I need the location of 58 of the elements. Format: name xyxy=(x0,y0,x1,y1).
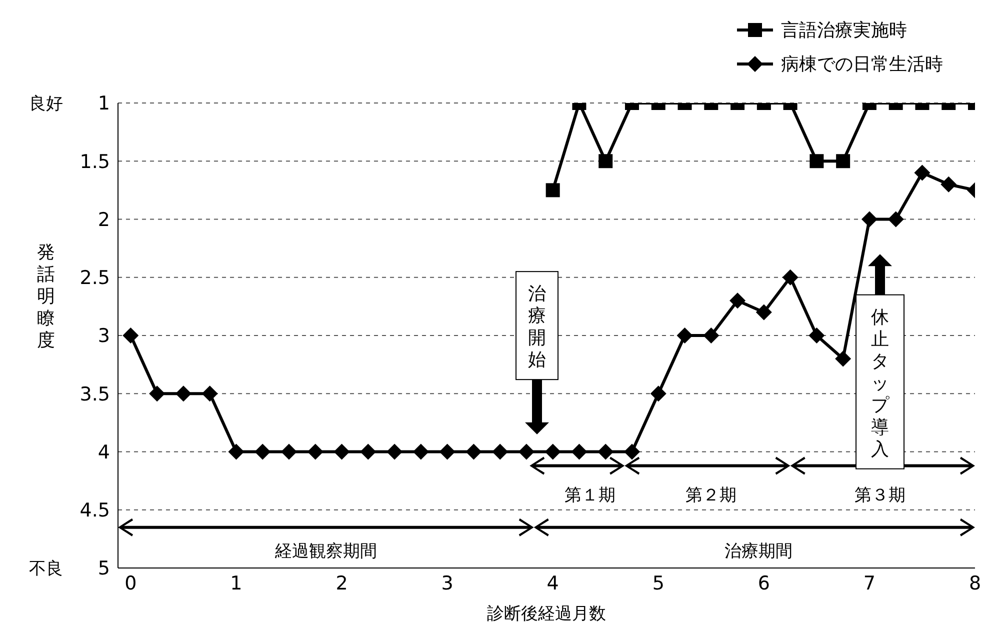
y-tick-label: 2 xyxy=(98,208,110,231)
point xyxy=(228,444,244,460)
x-tick-label: 3 xyxy=(441,572,454,594)
annotation: 第３期 xyxy=(854,486,906,506)
annotation: 第２期 xyxy=(686,486,737,506)
point xyxy=(386,444,403,460)
point xyxy=(307,444,324,460)
x-tick-label: 7 xyxy=(863,572,876,594)
annotation: 第１期 xyxy=(564,486,616,506)
point xyxy=(544,444,561,460)
point xyxy=(149,386,166,402)
text: 良好 xyxy=(29,94,63,114)
x-tick-label: 2 xyxy=(336,572,348,594)
annotation: 休止タップ導入 xyxy=(871,306,890,460)
point xyxy=(676,328,693,344)
x-tick-label: 8 xyxy=(968,572,982,594)
y-tick-label: 1.5 xyxy=(80,150,110,173)
x-axis-title: 診断後経過月数 xyxy=(487,604,606,624)
point xyxy=(280,444,297,460)
y-tick-label: 3.5 xyxy=(80,383,110,406)
y-tick-label: 5 xyxy=(98,558,110,580)
x-tick-label: 0 xyxy=(124,572,137,594)
legend-label: 病棟での日常生活時 xyxy=(781,53,943,76)
annotation: 治療期間 xyxy=(724,541,793,562)
y-tick-label: 4.5 xyxy=(80,500,110,522)
point xyxy=(624,444,640,460)
point xyxy=(598,444,614,460)
point xyxy=(571,444,588,460)
point xyxy=(202,386,218,402)
point xyxy=(835,350,852,367)
point xyxy=(808,328,825,344)
point xyxy=(412,444,429,460)
point xyxy=(703,328,720,344)
y-tick-label: 1 xyxy=(98,92,110,115)
x-tick-label: 6 xyxy=(758,572,770,594)
x-tick-label: 5 xyxy=(652,572,664,594)
point xyxy=(439,444,456,460)
point xyxy=(175,386,192,402)
y-tick-label: 2.5 xyxy=(80,267,110,290)
point xyxy=(518,444,534,460)
point xyxy=(466,444,482,460)
point xyxy=(334,444,350,460)
point xyxy=(650,386,666,402)
text: 不良 xyxy=(29,559,63,579)
annotation: 経過観察期間 xyxy=(274,541,377,562)
point xyxy=(756,304,772,320)
point xyxy=(122,328,139,344)
y-axis-title: 発話明瞭度 xyxy=(37,242,55,351)
point xyxy=(254,444,271,460)
legend-label: 言語治療実施時 xyxy=(781,19,907,42)
annotation: 治療開始 xyxy=(528,284,546,371)
point xyxy=(730,292,746,309)
y-tick-label: 3 xyxy=(98,325,110,348)
y-tick-label: 4 xyxy=(98,441,110,464)
x-tick-label: 4 xyxy=(546,572,559,594)
x-tick-label: 1 xyxy=(230,572,242,594)
point xyxy=(492,444,508,460)
point xyxy=(360,444,376,460)
